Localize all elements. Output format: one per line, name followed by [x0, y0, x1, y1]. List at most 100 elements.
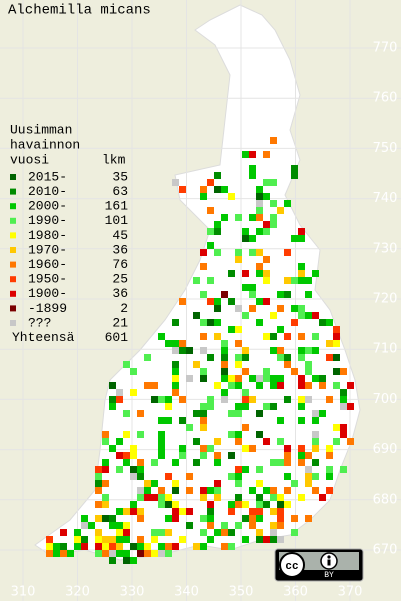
observation-square [102, 543, 109, 550]
observation-square [172, 487, 179, 494]
observation-square [235, 494, 242, 501]
observation-square [123, 410, 130, 417]
observation-square [214, 319, 221, 326]
observation-square [165, 515, 172, 522]
observation-square [249, 172, 256, 179]
observation-square [298, 228, 305, 235]
legend-heading: havainnon [10, 137, 80, 152]
observation-square [249, 445, 256, 452]
observation-square [200, 410, 207, 417]
observation-square [291, 305, 298, 312]
observation-square [186, 375, 193, 382]
observation-square [200, 487, 207, 494]
observation-square [270, 522, 277, 529]
observation-square [165, 501, 172, 508]
observation-square [291, 480, 298, 487]
observation-square [298, 312, 305, 319]
observation-square [158, 543, 165, 550]
observation-square [200, 452, 207, 459]
observation-square [298, 452, 305, 459]
y-label: 770 [373, 41, 398, 56]
legend-count: 2 [120, 301, 128, 316]
legend-heading: Uusimman [10, 122, 72, 137]
observation-square [151, 459, 158, 466]
observation-square [207, 487, 214, 494]
observation-square [214, 529, 221, 536]
observation-square [221, 347, 228, 354]
observation-square [207, 522, 214, 529]
observation-square [116, 396, 123, 403]
observation-square [81, 543, 88, 550]
legend-column: lkm [102, 152, 126, 167]
observation-square [95, 543, 102, 550]
legend-column: vuosi [10, 152, 49, 167]
observation-square [270, 382, 277, 389]
observation-square [130, 508, 137, 515]
observation-square [81, 522, 88, 529]
observation-square [60, 543, 67, 550]
observation-square [179, 417, 186, 424]
observation-square [200, 515, 207, 522]
observation-square [326, 487, 333, 494]
observation-square [214, 452, 221, 459]
observation-square [242, 151, 249, 158]
observation-square [137, 487, 144, 494]
observation-square [102, 431, 109, 438]
observation-square [256, 508, 263, 515]
observation-square [277, 326, 284, 333]
observation-square [214, 172, 221, 179]
y-label: 750 [373, 141, 398, 156]
observation-square [333, 382, 340, 389]
observation-square [277, 354, 284, 361]
observation-square [312, 487, 319, 494]
legend-label: -1899 [28, 301, 67, 316]
observation-square [249, 151, 256, 158]
observation-square [179, 396, 186, 403]
observation-square [172, 389, 179, 396]
observation-square [319, 410, 326, 417]
observation-square [347, 403, 354, 410]
observation-square [109, 396, 116, 403]
observation-square [214, 221, 221, 228]
observation-square [158, 487, 165, 494]
legend-swatch [10, 261, 16, 268]
observation-square [277, 375, 284, 382]
observation-square [277, 438, 284, 445]
observation-square [305, 466, 312, 473]
legend-swatch [10, 276, 16, 283]
observation-square [109, 515, 116, 522]
observation-square [228, 529, 235, 536]
observation-square [235, 501, 242, 508]
observation-square [144, 487, 151, 494]
observation-square [249, 235, 256, 242]
observation-square [172, 179, 179, 186]
observation-square [228, 431, 235, 438]
observation-square [305, 515, 312, 522]
observation-square [263, 501, 270, 508]
observation-square [109, 403, 116, 410]
observation-square [116, 389, 123, 396]
observation-square [228, 298, 235, 305]
observation-square [256, 466, 263, 473]
observation-square [340, 389, 347, 396]
observation-square [263, 375, 270, 382]
observation-square [249, 214, 256, 221]
observation-square [109, 557, 116, 564]
observation-square [235, 403, 242, 410]
observation-square [298, 494, 305, 501]
observation-square [263, 536, 270, 543]
observation-square [179, 186, 186, 193]
observation-square [123, 529, 130, 536]
observation-square [172, 368, 179, 375]
observation-square [221, 529, 228, 536]
y-label: 740 [373, 191, 398, 206]
observation-square [242, 396, 249, 403]
observation-square [256, 214, 263, 221]
observation-square [249, 375, 256, 382]
observation-square [228, 410, 235, 417]
observation-square [130, 466, 137, 473]
observation-square [165, 340, 172, 347]
observation-square [228, 375, 235, 382]
observation-square [116, 452, 123, 459]
observation-square [242, 536, 249, 543]
